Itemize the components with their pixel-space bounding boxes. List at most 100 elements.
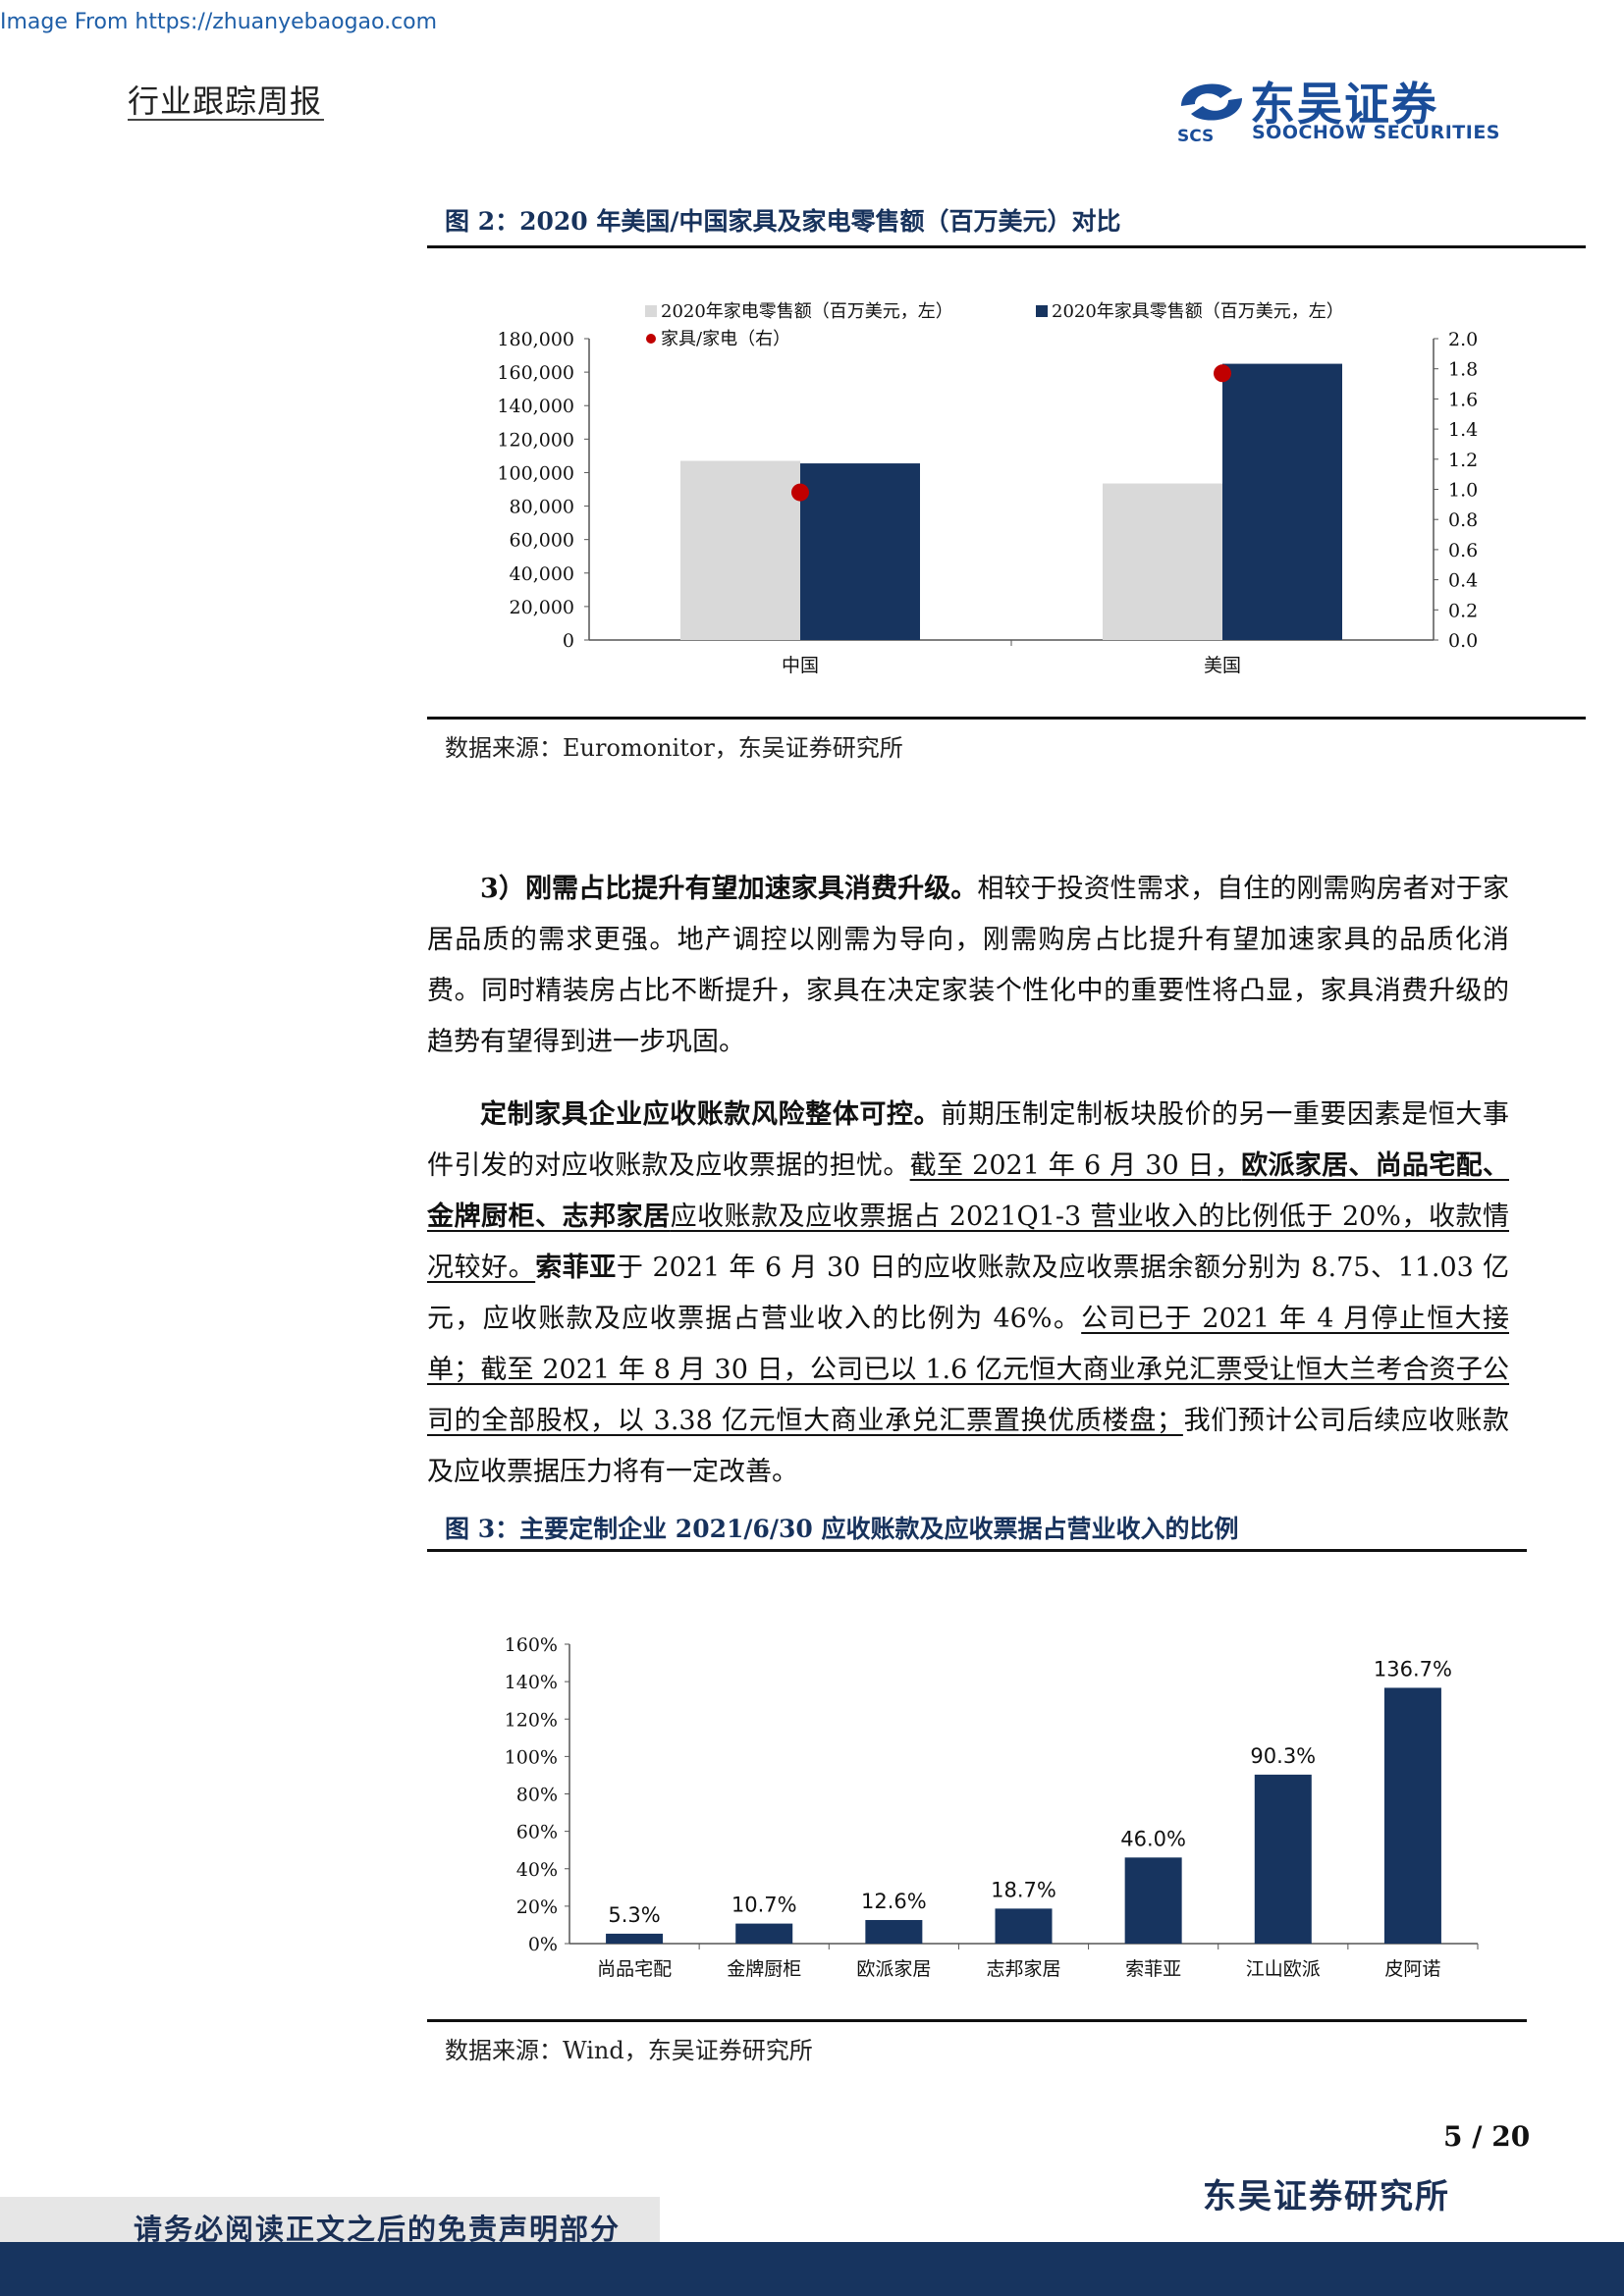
legend-furniture-label: 2020年家具零售额（百万美元，左） <box>1052 301 1344 322</box>
bar-2 <box>865 1919 923 1944</box>
footer-institute: 东吴证券研究所 <box>1203 2177 1450 2216</box>
logo-english: SOOCHOW SECURITIES <box>1252 122 1500 143</box>
right-tick-label: 0.0 <box>1448 630 1478 652</box>
logo-mark-text: SCS <box>1177 127 1214 146</box>
right-tick-label: 0.6 <box>1448 540 1478 561</box>
y-tick-label: 140% <box>505 1672 558 1693</box>
right-tick-label: 0.8 <box>1448 509 1478 531</box>
paragraph2-s3b: 于 2021 年 6 月 30 日的应收账款及应收票据余额分别为 8.75、11… <box>427 1253 1509 1334</box>
paragraph-receivables: 定制家具企业应收账款风险整体可控。前期压制定制板块股价的另一重要因素是恒大事件引… <box>427 1090 1509 1498</box>
figure2-chart: 2020年家电零售额（百万美元，左） 2020年家具零售额（百万美元，左） 家具… <box>497 301 1478 676</box>
bar-furniture-1 <box>1222 363 1342 640</box>
left-tick-label: 0 <box>563 630 574 652</box>
x-category-label: 皮阿诺 <box>1384 1958 1440 1980</box>
data-label-0: 5.3% <box>608 1903 660 1927</box>
legend-ratio-swatch <box>646 334 656 344</box>
y-tick-label: 0% <box>528 1934 558 1955</box>
chart2-marks: 5.3% 10.7% 12.6% 18.7% 46.0% 90.3% 136.7% <box>606 1657 1452 1944</box>
right-tick-label: 1.0 <box>1448 480 1478 502</box>
logo-mark-icon: SCS <box>1177 83 1242 146</box>
chart1-legend: 2020年家电零售额（百万美元，左） 2020年家具零售额（百万美元，左） 家具… <box>645 301 1344 349</box>
right-tick-label: 0.2 <box>1448 600 1478 621</box>
ratio-point-1 <box>1214 364 1231 383</box>
header-underline <box>128 119 324 121</box>
left-tick-label: 180,000 <box>497 329 574 350</box>
left-tick-label: 120,000 <box>497 429 574 451</box>
bar-4 <box>1124 1857 1182 1944</box>
chart1-marks <box>680 363 1342 640</box>
source-watermark[interactable]: Image From https://zhuanyebaogao.com <box>0 10 438 34</box>
y-tick-label: 40% <box>516 1859 558 1881</box>
bar-appliance-1 <box>1103 483 1222 640</box>
x-category-label: 尚品宅配 <box>597 1958 672 1980</box>
paragraph2-s5: 我们预计公司后续应收账款及应收票据压力将有一定改善。 <box>427 1406 1510 1487</box>
y-tick-label: 120% <box>505 1709 558 1731</box>
data-label-3: 18.7% <box>991 1878 1056 1901</box>
bar-5 <box>1254 1774 1312 1944</box>
y-tick-label: 60% <box>516 1822 558 1843</box>
x-category-label: 美国 <box>1204 655 1241 676</box>
legend-furniture-swatch <box>1036 305 1048 317</box>
x-category-label: 志邦家居 <box>986 1958 1060 1980</box>
paragraph2-s2c: 应收账款及应收票据占 2021Q1-3 营业收入的比例低于 20%，收款情况较好… <box>427 1201 1509 1283</box>
figure2-source: 数据来源：Euromonitor，东吴证券研究所 <box>445 734 903 762</box>
left-tick-label: 40,000 <box>510 563 574 585</box>
x-category-label: 金牌厨柜 <box>727 1958 801 1980</box>
bar-furniture-0 <box>800 463 920 640</box>
paragraph1-lead: 3）刚需占比提升有望加速家具消费升级。 <box>480 874 978 904</box>
logo-chinese: 东吴证券 <box>1250 78 1438 131</box>
legend-ratio-label: 家具/家电（右） <box>661 329 790 349</box>
left-tick-label: 160,000 <box>497 362 574 384</box>
figure3-top-rule <box>427 1549 1527 1552</box>
y-tick-label: 160% <box>505 1634 558 1656</box>
y-tick-label: 20% <box>516 1896 558 1918</box>
data-label-1: 10.7% <box>731 1894 797 1917</box>
ratio-point-0 <box>791 483 809 502</box>
data-label-4: 46.0% <box>1120 1827 1186 1850</box>
bar-0 <box>606 1933 664 1944</box>
left-tick-label: 100,000 <box>497 462 574 484</box>
right-tick-label: 2.0 <box>1448 329 1478 350</box>
bar-1 <box>735 1923 793 1944</box>
bar-appliance-0 <box>680 460 800 640</box>
x-category-label: 江山欧派 <box>1246 1958 1321 1980</box>
paragraph2-s3a: 索菲亚 <box>535 1253 617 1283</box>
bar-6 <box>1383 1687 1441 1944</box>
footer-band <box>0 2242 1624 2296</box>
right-tick-label: 1.2 <box>1448 450 1478 471</box>
legend-appliance-label: 2020年家电零售额（百万美元，左） <box>661 301 953 322</box>
paragraph2-lead: 定制家具企业应收账款风险整体可控。 <box>480 1099 942 1130</box>
x-category-label: 索菲亚 <box>1125 1958 1181 1980</box>
data-label-2: 12.6% <box>861 1890 927 1913</box>
figure2-title: 图 2：2020 年美国/中国家具及家电零售额（百万美元）对比 <box>445 207 1121 236</box>
data-label-5: 90.3% <box>1250 1744 1316 1768</box>
left-tick-label: 140,000 <box>497 396 574 417</box>
figure3-bottom-rule <box>427 2019 1527 2022</box>
x-category-label: 中国 <box>782 655 819 676</box>
bar-3 <box>995 1908 1053 1944</box>
soochow-logo: SCS 东吴证券 SOOCHOW SECURITIES <box>1173 73 1502 146</box>
right-tick-label: 1.6 <box>1448 389 1478 410</box>
paragraph2-s1: 前期压制定制板块股价的另一重要因素是恒大事件引发的对应收账款及应收票据的担忧。 <box>427 1099 1510 1181</box>
legend-appliance-swatch <box>645 305 657 317</box>
paragraph2-s2b: 欧派家居、尚品宅配、金牌厨柜、志邦家居 <box>427 1150 1509 1232</box>
figure3-title: 图 3：主要定制企业 2021/6/30 应收账款及应收票据占营业收入的比例 <box>445 1515 1239 1543</box>
chart2-axes: 160% 140% 120% 100% 80% 60% 40% 20% 0% 尚品宅配 金牌厨柜 欧派… <box>505 1634 1479 1980</box>
figure3-source: 数据来源：Wind，东吴证券研究所 <box>445 2037 813 2064</box>
figure2-bottom-rule <box>427 717 1586 720</box>
right-tick-label: 1.8 <box>1448 359 1478 381</box>
data-label-6: 136.7% <box>1374 1657 1452 1681</box>
right-tick-label: 1.4 <box>1448 419 1478 441</box>
paragraph2-s4: 公司已于 2021 年 4 月停止恒大接单；截至 2021 年 8 月 30 日… <box>427 1304 1509 1436</box>
left-tick-label: 80,000 <box>510 497 574 518</box>
paragraph-demand: 3）刚需占比提升有望加速家具消费升级。相较于投资性需求，自住的刚需购房者对于家居… <box>427 864 1509 1068</box>
left-tick-label: 20,000 <box>510 597 574 618</box>
y-tick-label: 100% <box>505 1746 558 1768</box>
disclaimer-text: 请务必阅读正文之后的免责声明部分 <box>134 2213 622 2246</box>
paragraph2-s2a: 截至 2021 年 6 月 30 日， <box>909 1150 1242 1181</box>
right-tick-label: 0.4 <box>1448 570 1478 592</box>
figure3-chart: 160% 140% 120% 100% 80% 60% 40% 20% 0% 尚品宅配 金牌厨柜 欧派… <box>505 1634 1479 1980</box>
paragraph1-body: 相较于投资性需求，自住的刚需购房者对于家居品质的需求更强。地产调控以刚需为导向，… <box>427 874 1509 1057</box>
left-tick-label: 60,000 <box>510 530 574 552</box>
report-type-title: 行业跟踪周报 <box>128 82 323 120</box>
